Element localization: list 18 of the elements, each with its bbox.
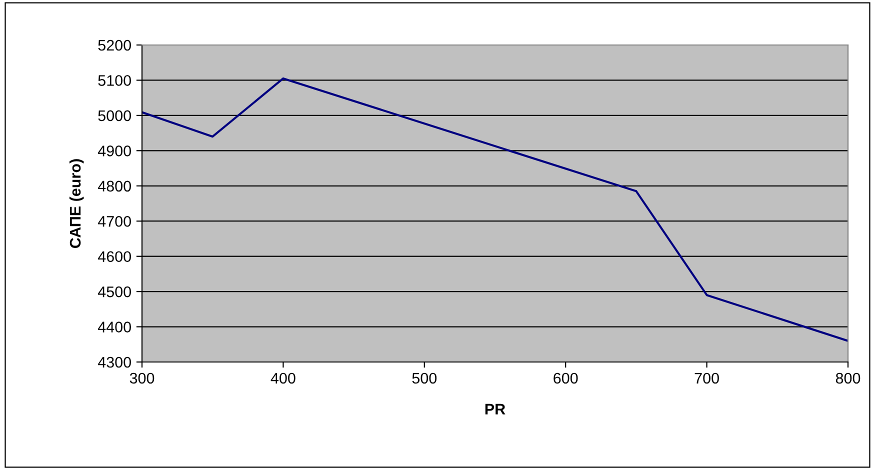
x-tick-label: 600 — [554, 372, 578, 384]
y-axis-title: САПЕ (euro) — [69, 159, 84, 248]
y-tick-label: 5200 — [98, 40, 131, 51]
y-tick-label: 5000 — [98, 110, 131, 122]
x-axis-title: PR — [485, 404, 506, 414]
y-tick-label: 4500 — [98, 286, 131, 298]
x-tick-label: 800 — [836, 372, 860, 384]
y-tick-label: 4800 — [98, 180, 131, 192]
y-tick-label: 5100 — [98, 75, 131, 86]
x-tick-label: 400 — [270, 372, 296, 384]
y-tick-label: 4900 — [98, 146, 131, 156]
x-tick-label: 700 — [694, 372, 719, 384]
y-tick-label: 4700 — [98, 216, 131, 227]
y-tick-label: 4400 — [98, 322, 131, 332]
y-tick-label: 4600 — [98, 251, 131, 262]
x-tick-label: 500 — [412, 372, 437, 384]
y-tick-label: 4300 — [98, 356, 131, 368]
x-tick-label: 300 — [130, 372, 154, 384]
